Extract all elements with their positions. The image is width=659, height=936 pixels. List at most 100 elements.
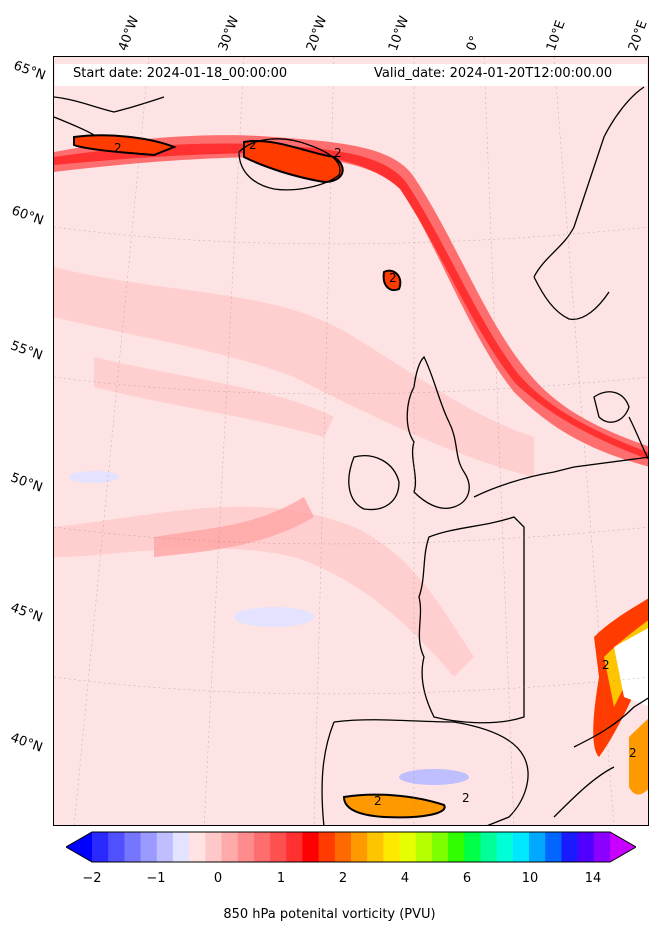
iceland-coast bbox=[238, 138, 341, 191]
pv-band-medium bbox=[154, 497, 314, 557]
lon-label: 20°E bbox=[625, 18, 651, 53]
pv-negative-patch bbox=[399, 769, 469, 785]
colorbar bbox=[66, 831, 636, 863]
pv-intense-patch bbox=[382, 269, 402, 291]
valid-date-label: Valid_date: 2024-01-20T12:00:00.00 bbox=[374, 66, 613, 81]
colorbar-cell bbox=[253, 832, 271, 862]
pv-band-light bbox=[94, 357, 334, 437]
colorbar-cell bbox=[593, 832, 611, 862]
lon-label: 10°W bbox=[385, 14, 413, 53]
colorbar-cell bbox=[529, 832, 546, 862]
britain-coast bbox=[406, 355, 470, 509]
contour-label: 2 bbox=[249, 138, 257, 152]
colorbar-title: 850 hPa potenital vorticity (PVU) bbox=[223, 907, 436, 922]
contour-label: 2 bbox=[389, 271, 397, 285]
colorbar-cell bbox=[124, 832, 142, 862]
map-panel: 2 2 2 2 2 2 2 2 bbox=[53, 56, 649, 826]
colorbar-cells bbox=[66, 831, 636, 863]
colorbar-tick-label: 14 bbox=[584, 871, 602, 886]
colorbar-cell bbox=[577, 832, 595, 862]
colorbar-tick-label: 6 bbox=[462, 871, 472, 886]
ireland-coast bbox=[348, 455, 400, 511]
start-date-label: Start date: 2024-01-18_00:00:00 bbox=[73, 66, 288, 81]
colorbar-cell bbox=[496, 832, 514, 862]
lat-label: 50°N bbox=[8, 470, 45, 496]
pv-band-light bbox=[54, 267, 534, 477]
colorbar-cell bbox=[140, 832, 158, 862]
pv-intense-patch bbox=[243, 140, 344, 184]
contour-labels: 2 2 2 2 2 2 2 2 bbox=[114, 138, 637, 808]
colorbar-tick-label: 1 bbox=[276, 871, 286, 886]
colorbar-cell bbox=[156, 832, 174, 862]
pv-intense-patch bbox=[342, 793, 446, 819]
colorbar-cell bbox=[237, 832, 255, 862]
colorbar-cell bbox=[561, 832, 579, 862]
denmark-coast bbox=[593, 391, 648, 460]
coastlines bbox=[54, 86, 648, 825]
colorbar-cell bbox=[221, 832, 239, 862]
map-background bbox=[54, 57, 648, 825]
colorbar-cell bbox=[270, 832, 287, 862]
colorbar-cell bbox=[318, 832, 336, 862]
lon-label: 40°W bbox=[115, 14, 143, 53]
pv-negative-patch bbox=[234, 607, 314, 627]
colorbar-cell bbox=[189, 832, 206, 862]
iberia-coast bbox=[321, 719, 529, 825]
colorbar-tick-label: 0 bbox=[213, 871, 223, 886]
lon-label: 20°W bbox=[303, 14, 331, 53]
pv-map: 2 2 2 2 2 2 2 2 bbox=[54, 57, 648, 825]
lon-label: 10°E bbox=[543, 18, 569, 53]
header-bar bbox=[55, 64, 647, 86]
colorbar-cell bbox=[464, 832, 481, 862]
colorbar-cell bbox=[367, 832, 384, 862]
contour-label: 2 bbox=[602, 658, 610, 672]
colorbar-cell bbox=[448, 832, 465, 862]
graticule bbox=[54, 57, 648, 825]
colorbar-tick-label: −1 bbox=[146, 871, 166, 886]
pv-jet-core bbox=[54, 143, 648, 460]
north-sea-coast bbox=[473, 456, 648, 498]
colorbar-cell bbox=[108, 832, 125, 862]
colorbar-cell bbox=[480, 832, 498, 862]
colorbar-cell bbox=[286, 832, 303, 862]
colorbar-tick-label: 2 bbox=[338, 871, 348, 886]
france-coast bbox=[418, 516, 525, 724]
pv-intense-patch bbox=[629, 718, 648, 795]
lon-label: 0° bbox=[463, 33, 484, 53]
colorbar-extend-max bbox=[610, 832, 636, 862]
lat-label: 60°N bbox=[9, 203, 46, 229]
norway-coast bbox=[533, 86, 645, 320]
colorbar-cell bbox=[399, 832, 417, 862]
lat-label: 45°N bbox=[8, 600, 45, 626]
colorbar-cell bbox=[351, 832, 368, 862]
contour-label: 2 bbox=[114, 141, 122, 155]
contour-label: 2 bbox=[462, 791, 470, 805]
colorbar-cell bbox=[512, 832, 530, 862]
contour-label: 2 bbox=[374, 794, 382, 808]
colorbar-cell bbox=[92, 832, 109, 862]
lat-label: 40°N bbox=[8, 730, 45, 756]
colorbar-tick-label: 10 bbox=[521, 871, 539, 886]
pv-intense-patch bbox=[73, 134, 177, 157]
greenland-coast bbox=[54, 96, 165, 136]
colorbar-cell bbox=[172, 832, 190, 862]
colorbar-tick-label: −2 bbox=[82, 871, 102, 886]
colorbar-cell bbox=[302, 832, 320, 862]
colorbar-cell bbox=[383, 832, 401, 862]
colorbar-cell bbox=[431, 832, 449, 862]
colorbar-cell bbox=[415, 832, 433, 862]
contour-label: 2 bbox=[629, 746, 637, 760]
lon-label: 30°W bbox=[215, 14, 243, 53]
colorbar-extend-min bbox=[66, 832, 92, 862]
pv-negative-patch bbox=[69, 471, 119, 483]
colorbar-outline bbox=[66, 831, 636, 863]
lat-label: 55°N bbox=[8, 338, 45, 364]
missing-data-patch bbox=[614, 628, 648, 707]
colorbar-cell bbox=[545, 832, 562, 862]
colorbar-tick-label: 4 bbox=[400, 871, 410, 886]
lat-label: 65°N bbox=[11, 58, 48, 84]
colorbar-cell bbox=[205, 832, 222, 862]
contour-label: 2 bbox=[334, 146, 342, 160]
colorbar-cell bbox=[334, 832, 352, 862]
mediterranean-coast bbox=[553, 697, 648, 818]
